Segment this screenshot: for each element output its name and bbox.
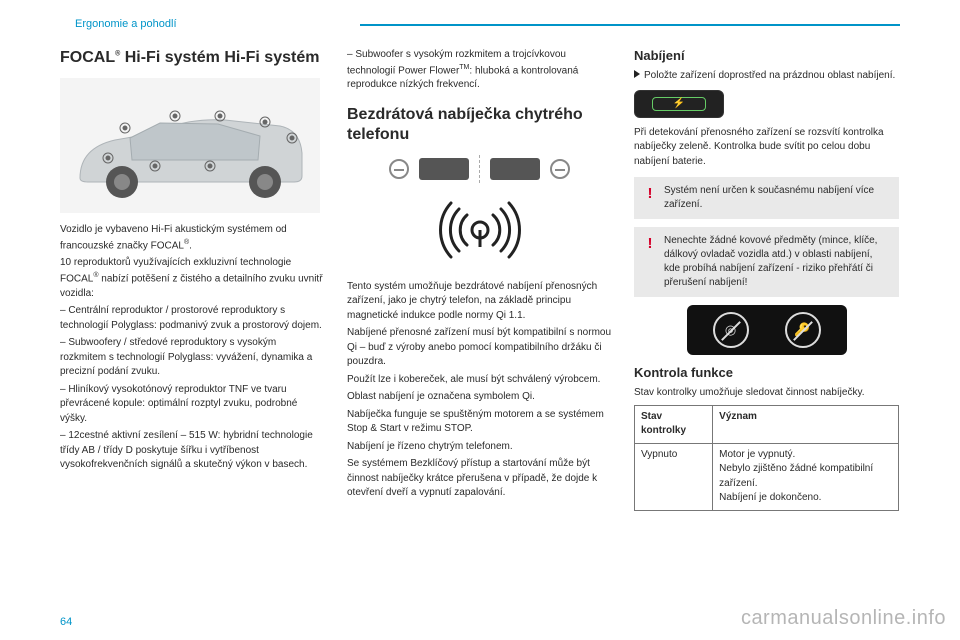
bolt-icon: ⚡ — [673, 99, 685, 109]
vehicle-speakers-illustration — [60, 78, 320, 213]
table-cell-meaning: Motor je vypnutý. Nebylo zjištěno žádné … — [713, 443, 899, 510]
column-2: – Subwoofer s vysokým rozkmitem a trojcí… — [347, 48, 612, 511]
warning-icon: ! — [642, 183, 658, 199]
wc-p5: Nabíječka funguje se spuštěným motorem a… — [347, 408, 612, 437]
detection-text: Při detekování přenosného zařízení se ro… — [634, 126, 899, 170]
table-header-meaning: Význam — [713, 405, 899, 443]
wc-p3: Použít lze i kobereček, ale musí být sch… — [347, 373, 612, 388]
no-coins-icon: ◎ — [713, 312, 749, 348]
table-row: Vypnuto Motor je vypnutý. Nebylo zjištěn… — [635, 443, 899, 510]
no-keys-icon: 🔑 — [785, 312, 821, 348]
wc-p2: Nabíjené přenosné zařízení musí být komp… — [347, 326, 612, 370]
steering-wheel-icon-2 — [550, 159, 570, 179]
column-1: FOCAL® Hi-Fi systém Hi-Fi systém — [60, 48, 325, 511]
divider-icon — [479, 155, 480, 183]
focal-bullet-4: – 12cestné aktivní zesílení – 515 W: hyb… — [60, 429, 325, 473]
header-rule — [360, 24, 900, 26]
triangle-icon — [634, 70, 640, 78]
qi-waves-icon — [415, 195, 545, 270]
warning-metal-objects: ! Nenechte žádné kovové předměty (mince,… — [634, 227, 899, 297]
steering-wheel-icon — [389, 159, 409, 179]
charging-heading: Nabíjení — [634, 48, 899, 63]
warning-icon-2: ! — [642, 233, 658, 249]
header-section-label: Ergonomie a pohodlí — [75, 18, 177, 30]
dashboard-lhd-icon — [419, 158, 469, 180]
function-check-heading: Kontrola funkce — [634, 365, 899, 380]
wc-p1: Tento systém umožňuje bezdrátové nabíjen… — [347, 280, 612, 324]
wc-p4: Oblast nabíjení je označena symbolem Qi. — [347, 390, 612, 405]
column-3: Nabíjení Položte zařízení doprostřed na … — [634, 48, 899, 511]
focal-title: FOCAL® Hi-Fi systém Hi-Fi systém — [60, 48, 325, 68]
focal-bullet-1: – Centrální reproduktor / prostorové rep… — [60, 304, 325, 333]
warning-single-device: ! Systém není určen k současnému nabíjen… — [634, 177, 899, 219]
no-metal-illustration: ◎ 🔑 — [687, 305, 847, 355]
focal-intro-1: Vozidlo je vybaveno Hi-Fi akustickým sys… — [60, 223, 325, 253]
focal-bullet-2: – Subwoofery / středové reproduktory s v… — [60, 336, 325, 380]
function-check-text: Stav kontrolky umožňuje sledovat činnost… — [634, 386, 899, 401]
wireless-charger-illustration — [360, 155, 600, 270]
page-number: 64 — [60, 616, 72, 628]
charge-indicator-icon: ⚡ — [634, 90, 724, 118]
wc-p6: Nabíjení je řízeno chytrým telefonem. — [347, 440, 612, 455]
table-cell-status: Vypnuto — [635, 443, 713, 510]
dashboard-rhd-icon — [490, 158, 540, 180]
focal-bullet-3: – Hliníkový vysokotónový reproduktor TNF… — [60, 383, 325, 427]
watermark: carmanualsonline.info — [741, 607, 946, 630]
wireless-charger-title: Bezdrátová nabíječka chytrého telefonu — [347, 105, 612, 145]
content-columns: FOCAL® Hi-Fi systém Hi-Fi systém — [60, 48, 900, 511]
focal-intro-2: 10 reproduktorů využívajících exkluzivní… — [60, 256, 325, 301]
subwoofer-bullet: – Subwoofer s vysokým rozkmitem a trojcí… — [347, 48, 612, 93]
indicator-status-table: Stav kontrolky Význam Vypnuto Motor je v… — [634, 405, 899, 511]
table-header-status: Stav kontrolky — [635, 405, 713, 443]
charging-instruction: Položte zařízení doprostřed na prázdnou … — [634, 69, 899, 84]
wc-p7: Se systémem Bezklíčový přístup a startov… — [347, 457, 612, 501]
